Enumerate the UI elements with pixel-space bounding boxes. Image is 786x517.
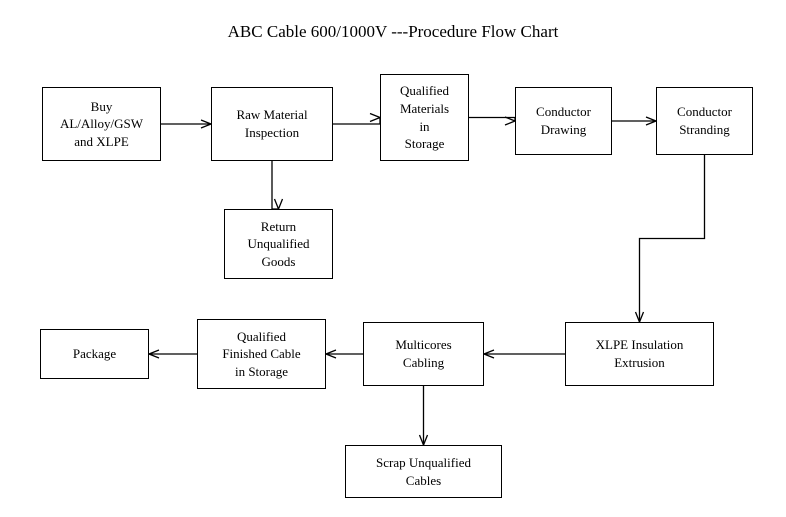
- node-drawing-label: ConductorDrawing: [536, 103, 591, 138]
- node-xlpe-label: XLPE InsulationExtrusion: [596, 336, 684, 371]
- arrowhead-qfc-to-package: [149, 350, 159, 358]
- node-qfc-label: QualifiedFinished Cablein Storage: [222, 328, 300, 381]
- node-inspect-label: Raw MaterialInspection: [236, 106, 307, 141]
- node-xlpe: XLPE InsulationExtrusion: [565, 322, 714, 386]
- arrowhead-storage-to-drawing: [505, 117, 515, 125]
- node-multi-label: MulticoresCabling: [395, 336, 451, 371]
- arrowhead-buy-to-inspect: [201, 120, 211, 128]
- node-strand-label: ConductorStranding: [677, 103, 732, 138]
- node-drawing: ConductorDrawing: [515, 87, 612, 155]
- flowchart-canvas: ABC Cable 600/1000V ---Procedure Flow Ch…: [0, 0, 786, 517]
- arrowhead-multi-to-scrap: [420, 435, 428, 445]
- node-buy: BuyAL/Alloy/GSWand XLPE: [42, 87, 161, 161]
- node-scrap-label: Scrap UnqualifiedCables: [376, 454, 471, 489]
- node-storage-label: QualifiedMaterialsinStorage: [400, 82, 449, 152]
- arrowhead-inspect-to-storage: [370, 114, 380, 122]
- edge-storage-to-drawing: [469, 118, 515, 122]
- node-package-label: Package: [73, 345, 116, 363]
- node-package: Package: [40, 329, 149, 379]
- edge-strand-to-xlpe: [640, 155, 705, 322]
- arrowhead-strand-to-xlpe: [636, 312, 644, 322]
- node-inspect: Raw MaterialInspection: [211, 87, 333, 161]
- arrowhead-drawing-to-strand: [646, 117, 656, 125]
- node-return: ReturnUnqualifiedGoods: [224, 209, 333, 279]
- arrowhead-xlpe-to-multi: [484, 350, 494, 358]
- edge-inspect-to-storage: [333, 118, 380, 125]
- node-scrap: Scrap UnqualifiedCables: [345, 445, 502, 498]
- node-multi: MulticoresCabling: [363, 322, 484, 386]
- chart-title: ABC Cable 600/1000V ---Procedure Flow Ch…: [0, 22, 786, 42]
- arrowhead-inspect-to-return: [275, 199, 283, 209]
- node-qfc: QualifiedFinished Cablein Storage: [197, 319, 326, 389]
- node-storage: QualifiedMaterialsinStorage: [380, 74, 469, 161]
- node-return-label: ReturnUnqualifiedGoods: [247, 218, 309, 271]
- edge-inspect-to-return: [272, 161, 279, 209]
- node-strand: ConductorStranding: [656, 87, 753, 155]
- node-buy-label: BuyAL/Alloy/GSWand XLPE: [60, 98, 143, 151]
- arrowhead-multi-to-qfc: [326, 350, 336, 358]
